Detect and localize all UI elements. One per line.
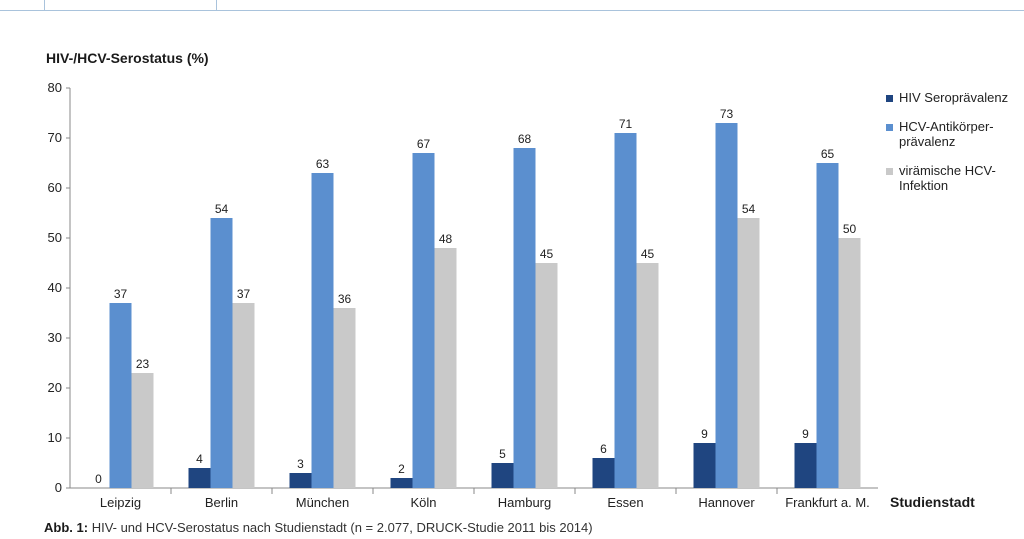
bar bbox=[535, 263, 558, 488]
bar bbox=[188, 468, 211, 488]
bar bbox=[838, 238, 861, 488]
caption-label: Abb. 1: bbox=[44, 520, 89, 535]
header-rule bbox=[0, 10, 1024, 11]
bar bbox=[592, 458, 615, 488]
legend-label-hcv-antibody: HCV-Antikörper- prävalenz bbox=[899, 119, 994, 149]
x-tick-label: Hamburg bbox=[498, 495, 551, 510]
data-label: 2 bbox=[398, 462, 405, 476]
bar bbox=[614, 133, 637, 488]
legend-swatch-viremic-hcv bbox=[886, 168, 893, 175]
x-tick-label: Essen bbox=[607, 495, 643, 510]
legend-label-viremic-hcv: virämische HCV- Infektion bbox=[899, 163, 996, 193]
data-label: 65 bbox=[821, 147, 835, 161]
y-tick-label: 50 bbox=[48, 230, 62, 245]
data-label: 45 bbox=[540, 247, 554, 261]
bar bbox=[289, 473, 312, 488]
x-tick-label: München bbox=[296, 495, 349, 510]
bar bbox=[333, 308, 356, 488]
data-label: 4 bbox=[196, 452, 203, 466]
data-label: 63 bbox=[316, 157, 330, 171]
bar bbox=[816, 163, 839, 488]
data-label: 68 bbox=[518, 132, 532, 146]
data-label: 45 bbox=[641, 247, 655, 261]
y-tick-label: 60 bbox=[48, 180, 62, 195]
data-label: 48 bbox=[439, 232, 453, 246]
x-tick-label: Hannover bbox=[698, 495, 755, 510]
bar bbox=[491, 463, 514, 488]
legend-item-hiv: HIV Seroprävalenz bbox=[886, 90, 1021, 105]
data-label: 73 bbox=[720, 107, 734, 121]
legend-item-viremic-hcv: virämische HCV- Infektion bbox=[886, 163, 1021, 193]
bar bbox=[109, 303, 132, 488]
bar bbox=[434, 248, 457, 488]
data-label: 67 bbox=[417, 137, 431, 151]
y-tick-label: 20 bbox=[48, 380, 62, 395]
data-label: 0 bbox=[95, 472, 102, 486]
data-label: 37 bbox=[237, 287, 251, 301]
bar bbox=[412, 153, 435, 488]
bar bbox=[737, 218, 760, 488]
data-label: 5 bbox=[499, 447, 506, 461]
legend-item-hcv-antibody: HCV-Antikörper- prävalenz bbox=[886, 119, 1021, 149]
x-tick-label: Köln bbox=[410, 495, 436, 510]
data-label: 9 bbox=[802, 427, 809, 441]
bar bbox=[636, 263, 659, 488]
y-tick-label: 40 bbox=[48, 280, 62, 295]
bar bbox=[390, 478, 413, 488]
header-divider-left bbox=[44, 0, 45, 10]
bar bbox=[715, 123, 738, 488]
x-tick-label: Frankfurt a. M. bbox=[785, 495, 870, 510]
data-label: 36 bbox=[338, 292, 352, 306]
y-axis-title: HIV-/HCV-Serostatus (%) bbox=[46, 50, 209, 66]
bar bbox=[311, 173, 334, 488]
bar bbox=[693, 443, 716, 488]
x-tick-label: Leipzig bbox=[100, 495, 141, 510]
data-label: 3 bbox=[297, 457, 304, 471]
legend-swatch-hcv-antibody bbox=[886, 124, 893, 131]
data-label: 23 bbox=[136, 357, 150, 371]
data-label: 50 bbox=[843, 222, 857, 236]
data-label: 6 bbox=[600, 442, 607, 456]
x-axis-title: Studienstadt bbox=[890, 494, 975, 510]
bar bbox=[210, 218, 233, 488]
figure-caption: Abb. 1: HIV- und HCV-Serostatus nach Stu… bbox=[44, 520, 593, 535]
caption-text: HIV- und HCV-Serostatus nach Studienstad… bbox=[91, 520, 593, 535]
data-label: 37 bbox=[114, 287, 128, 301]
legend-label-hiv: HIV Seroprävalenz bbox=[899, 90, 1009, 105]
chart-legend: HIV Seroprävalenz HCV-Antikörper- präval… bbox=[886, 90, 1021, 207]
data-label: 71 bbox=[619, 117, 633, 131]
bar bbox=[794, 443, 817, 488]
x-tick-label: Berlin bbox=[205, 495, 238, 510]
y-tick-label: 80 bbox=[48, 80, 62, 95]
data-label: 54 bbox=[215, 202, 229, 216]
y-tick-label: 0 bbox=[55, 480, 62, 495]
bar bbox=[513, 148, 536, 488]
bar bbox=[232, 303, 255, 488]
y-tick-label: 70 bbox=[48, 130, 62, 145]
bar bbox=[131, 373, 154, 488]
y-tick-label: 30 bbox=[48, 330, 62, 345]
data-label: 54 bbox=[742, 202, 756, 216]
header-divider-right bbox=[216, 0, 217, 10]
y-tick-label: 10 bbox=[48, 430, 62, 445]
data-label: 9 bbox=[701, 427, 708, 441]
legend-swatch-hiv bbox=[886, 95, 893, 102]
